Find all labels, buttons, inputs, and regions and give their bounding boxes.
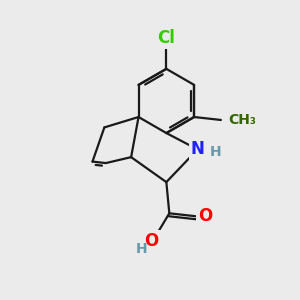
Text: H: H (210, 145, 222, 159)
Text: O: O (144, 232, 159, 250)
Text: Cl: Cl (158, 29, 175, 47)
Text: CH₃: CH₃ (228, 113, 256, 127)
Text: H: H (135, 242, 147, 256)
Text: O: O (198, 207, 212, 225)
Text: N: N (190, 140, 205, 158)
